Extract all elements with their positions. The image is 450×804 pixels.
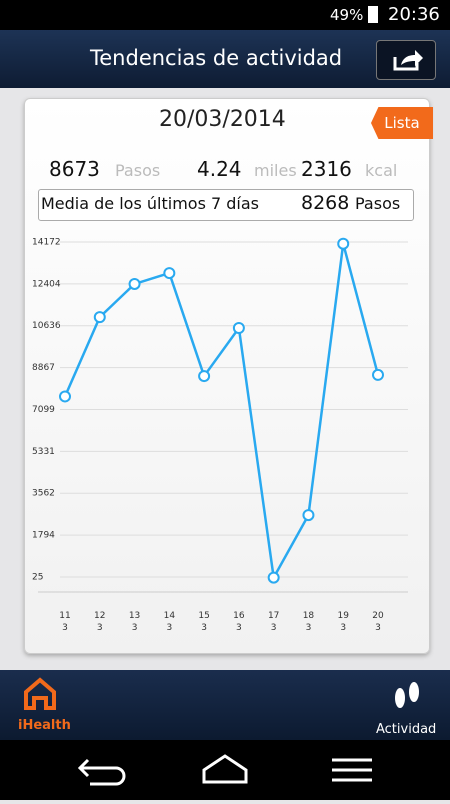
- home-icon: [24, 677, 56, 710]
- average-unit: Pasos: [355, 194, 401, 213]
- y-tick-label: 10636: [32, 321, 61, 331]
- steps-unit: Pasos: [115, 161, 161, 180]
- list-tab[interactable]: Lista: [371, 107, 433, 139]
- chart: 25 1794 3562 5331 7099 8867 10636 12404 14172 11 3…: [32, 237, 408, 633]
- x-tick-sublabel: 3: [236, 623, 242, 633]
- line: [63, 243, 380, 582]
- distance-value: 4.24: [197, 157, 242, 181]
- point: [198, 370, 211, 383]
- y-tick-label: 1794: [32, 531, 55, 541]
- x-tick-label: 12: [94, 611, 105, 621]
- x-tick-sublabel: 3: [62, 623, 68, 633]
- list-tab-label: Lista: [384, 114, 420, 132]
- activity-label: Actividad: [376, 722, 437, 737]
- header: Tendencias de actividad: [0, 30, 450, 88]
- x-tick-label: 17: [268, 611, 279, 621]
- x-tick-label: 13: [129, 611, 140, 621]
- x-tick-label: 11: [59, 611, 70, 621]
- x-tick-label: 20: [372, 611, 384, 621]
- y-tick-label: 14172: [32, 238, 61, 248]
- y-tick-label: 12404: [32, 279, 61, 289]
- ihealth-label: iHealth: [18, 718, 71, 733]
- x-tick-label: 19: [337, 611, 349, 621]
- status-bar: 49% 20:36: [0, 0, 450, 30]
- header-title: Tendencias de actividad: [90, 46, 343, 70]
- point: [232, 322, 245, 335]
- point: [59, 390, 71, 403]
- x-tick-sublabel: 3: [166, 623, 172, 633]
- calories-value: 2316: [301, 157, 352, 181]
- point: [163, 267, 176, 280]
- average-box: Media de los últimos 7 días 8268 Pasos: [38, 189, 414, 221]
- point: [93, 311, 106, 324]
- calories-unit: kcal: [365, 161, 398, 180]
- point: [302, 509, 315, 522]
- x-tick-sublabel: 3: [97, 623, 103, 633]
- share-icon: [393, 50, 423, 71]
- nav-icons: [77, 754, 372, 786]
- x-tick-sublabel: 3: [271, 623, 277, 633]
- home-button[interactable]: [202, 754, 248, 784]
- x-tick-sublabel: 3: [375, 623, 381, 633]
- back-button[interactable]: [77, 758, 126, 786]
- share-button[interactable]: [376, 40, 436, 80]
- y-tick-label: 7099: [32, 405, 55, 415]
- x-tick-label: 16: [233, 611, 245, 621]
- point: [128, 277, 141, 290]
- bottom-bar: iHealth Actividad: [0, 670, 450, 740]
- y-tick-label: 25: [32, 573, 43, 583]
- x-tick-sublabel: 3: [306, 623, 312, 633]
- x-tick-label: 15: [198, 611, 209, 621]
- menu-button[interactable]: [332, 758, 372, 782]
- footprints-icon: [395, 682, 419, 708]
- y-tick-label: 8867: [32, 363, 55, 373]
- battery-icon: [368, 6, 378, 23]
- average-label: Media de los últimos 7 días: [41, 194, 259, 213]
- clock: 20:36: [388, 4, 440, 25]
- date: 20/03/2014: [159, 107, 286, 132]
- x-tick-label: 18: [303, 611, 315, 621]
- x-tick-sublabel: 3: [340, 623, 346, 633]
- average-value: 8268: [301, 192, 350, 214]
- y-tick-label: 3562: [32, 489, 55, 499]
- steps-value: 8673: [49, 157, 100, 181]
- distance-unit: miles: [254, 161, 297, 180]
- point: [337, 237, 350, 250]
- x-tick-sublabel: 3: [132, 623, 138, 633]
- battery-percent: 49%: [330, 6, 364, 24]
- point: [372, 368, 384, 381]
- point: [267, 571, 280, 584]
- y-tick-label: 5331: [32, 447, 55, 457]
- x-tick-sublabel: 3: [201, 623, 207, 633]
- system-nav: [0, 740, 450, 800]
- ihealth-tab[interactable]: iHealth: [10, 676, 71, 736]
- card: 20/03/2014 Lista 8673 Pasos 4.24 miles 2…: [24, 98, 433, 654]
- activity-tab[interactable]: Actividad: [370, 676, 445, 738]
- x-tick-label: 14: [164, 611, 176, 621]
